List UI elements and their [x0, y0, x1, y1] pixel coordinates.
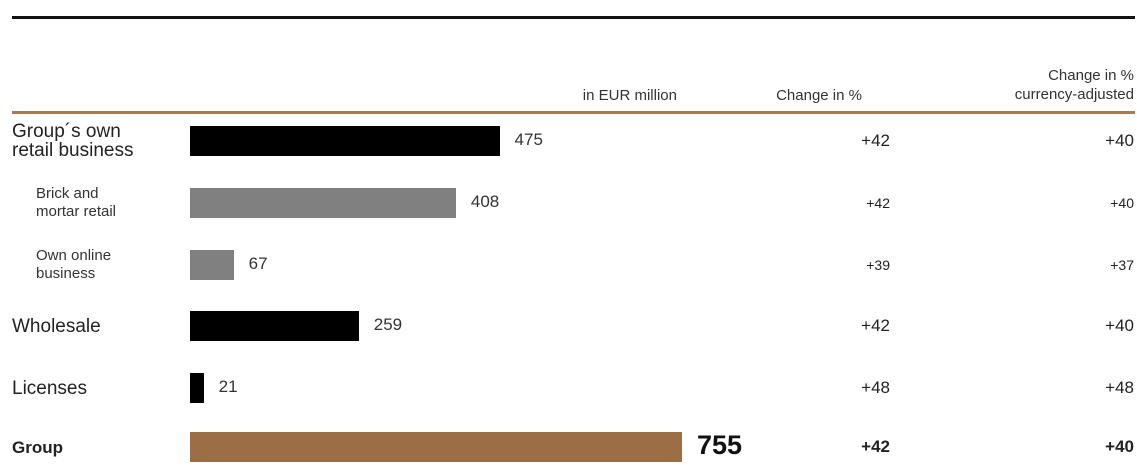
bar-0 [190, 126, 500, 156]
bar-3 [190, 311, 359, 341]
change-pct-cell: +48 [861, 377, 890, 397]
currency-adjusted-header: Change in % currency-adjusted [934, 66, 1134, 104]
row-label: Group´s own retail business [12, 122, 133, 160]
row-label-line: business [36, 265, 96, 282]
currency-adjusted-header-line1: Change in % [1048, 67, 1134, 84]
bar-value-label: 259 [373, 315, 403, 335]
change-header: Change in % [776, 87, 862, 104]
bar-value-label: 475 [514, 130, 543, 150]
change-pct-cell: +42 [866, 194, 890, 211]
bar-1 [190, 188, 456, 218]
row-label: Wholesale [12, 317, 101, 336]
row-label: Licenses [12, 379, 87, 398]
row-label: Brick and mortar retail [36, 185, 116, 221]
unit-header: in EUR million [582, 87, 677, 104]
row-label-line: mortar retail [36, 203, 117, 220]
row-label: Group [12, 438, 63, 457]
change-pct-cell: +39 [866, 256, 890, 273]
change-fx-pct-cell: +40 [1105, 436, 1134, 456]
bar-5 [190, 432, 682, 462]
change-fx-pct-cell: +48 [1105, 377, 1134, 397]
bar-4 [190, 373, 204, 403]
top-rule [12, 16, 1135, 19]
row-label-line: retail business [12, 140, 134, 161]
row-label-line: Wholesale [12, 315, 101, 337]
change-pct-cell: +42 [861, 315, 890, 335]
row-label: Own online business [36, 247, 111, 283]
row-label-line: Licenses [12, 377, 87, 399]
bar-value-label: 67 [248, 254, 268, 274]
row-label-line: Own online [36, 247, 112, 264]
row-label-line: Group [12, 437, 63, 457]
change-pct-cell: +42 [861, 436, 890, 456]
change-fx-pct-cell: +40 [1105, 315, 1134, 335]
change-fx-pct-cell: +40 [1110, 194, 1134, 211]
bar-value-label: 408 [470, 192, 500, 212]
bar-value-label: 755 [697, 430, 743, 461]
bar-2 [190, 250, 234, 280]
row-label-line: Group´s own [12, 121, 121, 142]
bar-value-label: 21 [218, 377, 238, 397]
header-rule [12, 111, 1135, 114]
row-label-line: Brick and [36, 185, 99, 202]
currency-adjusted-header-line2: currency-adjusted [1014, 86, 1134, 103]
change-fx-pct-cell: +37 [1110, 256, 1134, 273]
change-pct-cell: +42 [861, 130, 890, 150]
change-fx-pct-cell: +40 [1105, 130, 1134, 150]
